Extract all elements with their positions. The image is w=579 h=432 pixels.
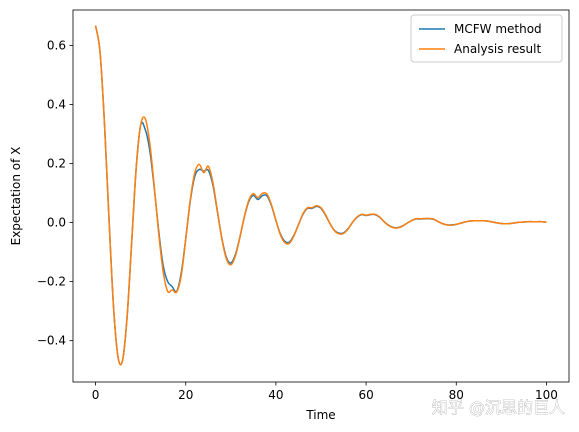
x-tick-label: 40 [268,388,283,402]
x-tick-label: 0 [92,388,100,402]
legend-label-mcfw: MCFW method [454,22,542,36]
x-tick-label: 80 [449,388,464,402]
legend-label-analysis: Analysis result [454,42,542,56]
y-tick-label: 0.2 [47,157,66,171]
axes-frame [72,9,570,383]
x-tick-label: 60 [358,388,373,402]
watermark: 知乎 @沉思的巨人 [432,398,565,417]
y-axis-label: Expectation of X [9,147,23,246]
x-axis-ticks: 0 20 40 60 80 100 [92,382,558,402]
plot-area [72,9,570,383]
y-tick-label: −0.4 [37,334,66,348]
legend-box [410,14,563,63]
y-tick-label: 0.6 [47,38,66,52]
y-tick-label: 0.0 [47,216,66,230]
legend: MCFW method Analysis result [410,14,563,63]
x-tick-label: 20 [178,388,193,402]
x-tick-label: 100 [535,388,558,402]
series-layer [94,25,547,366]
y-axis-ticks: −0.4 −0.2 0.0 0.2 0.4 0.6 [37,38,73,348]
series-line-analysis [94,25,547,366]
y-tick-label: −0.2 [37,275,66,289]
x-axis-label: Time [305,408,335,422]
y-tick-label: 0.4 [47,97,66,111]
